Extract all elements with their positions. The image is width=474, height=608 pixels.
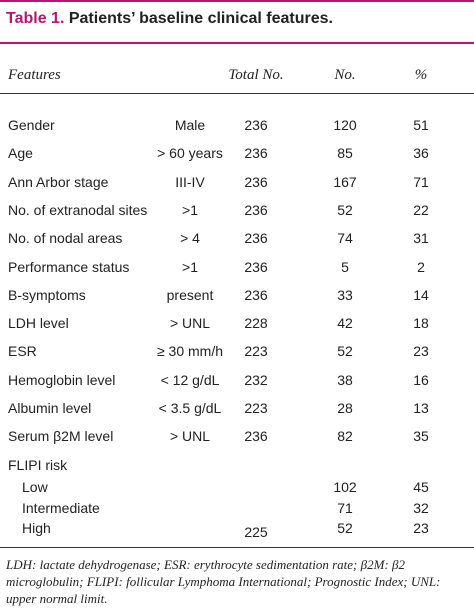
count: 120	[333, 117, 357, 133]
top-rule	[0, 0, 474, 2]
criterion: > UNL	[169, 428, 211, 445]
count: 52	[337, 519, 353, 536]
count: 74	[337, 230, 353, 247]
total-count: 223	[244, 400, 268, 416]
total-count: 236	[244, 230, 268, 247]
percent: 13	[413, 400, 429, 416]
criterion: Male	[174, 117, 206, 133]
feature: No. of extranodal sites	[8, 201, 148, 218]
feature: Hemoglobin level	[8, 371, 116, 388]
total-count: 236	[244, 117, 268, 133]
count: 52	[337, 201, 353, 218]
total-count: 236	[244, 145, 268, 162]
feature: FLIPI risk	[8, 456, 68, 473]
percent: 18	[413, 315, 429, 332]
column-header: %	[414, 67, 428, 83]
column-header: Total No.	[228, 67, 284, 83]
total-count: 225	[244, 523, 268, 540]
percent: 51	[413, 117, 429, 133]
bottom-rule	[0, 547, 474, 548]
header-rule	[0, 93, 474, 94]
percent: 16	[413, 371, 429, 388]
percent: 35	[413, 428, 429, 445]
sub-feature: Low	[22, 478, 48, 495]
criterion: < 3.5 g/dL	[158, 400, 222, 416]
column-header: Features	[8, 67, 61, 83]
count: 167	[333, 173, 357, 190]
percent: 45	[413, 478, 429, 495]
table-caption: Patients’ baseline clinical features.	[68, 10, 333, 27]
feature: Ann Arbor stage	[8, 173, 109, 190]
criterion: III-IV	[175, 173, 205, 190]
count: 102	[333, 478, 357, 495]
feature: Age	[8, 145, 33, 162]
feature: Albumin level	[8, 400, 92, 416]
count: 71	[337, 499, 353, 516]
total-count: 236	[244, 428, 268, 445]
total-count: 236	[244, 201, 268, 218]
total-count: 236	[244, 286, 268, 303]
percent: 23	[413, 343, 429, 360]
percent: 71	[413, 173, 429, 190]
percent: 23	[413, 519, 429, 536]
percent: 36	[413, 145, 429, 162]
total-count: 228	[244, 315, 268, 332]
criterion: ≥ 30 mm/h	[156, 343, 224, 360]
percent: 22	[413, 201, 429, 218]
total-count: 236	[244, 173, 268, 190]
percent: 31	[413, 230, 429, 247]
sub-feature: High	[22, 519, 51, 536]
count: 5	[341, 258, 349, 275]
total-count: 223	[244, 343, 268, 360]
feature: LDH level	[8, 315, 69, 332]
percent: 2	[417, 258, 425, 275]
feature: Serum β2M level	[8, 428, 114, 445]
table-title: Table 1. Patients’ baseline clinical fea…	[6, 10, 333, 28]
criterion: < 12 g/dL	[160, 371, 220, 388]
count: 38	[337, 371, 353, 388]
total-count: 232	[244, 371, 268, 388]
criterion: >1	[182, 258, 198, 275]
count: 28	[337, 400, 353, 416]
column-header: No.	[334, 67, 356, 83]
criterion: > UNL	[169, 315, 211, 332]
sub-feature: Intermediate	[22, 499, 100, 516]
criterion: present	[166, 286, 214, 303]
count: 42	[337, 315, 353, 332]
title-rule	[0, 42, 474, 44]
percent: 32	[413, 499, 429, 516]
feature: Gender	[8, 117, 55, 133]
criterion: > 60 years	[157, 145, 223, 162]
feature: ESR	[8, 343, 37, 360]
feature: No. of nodal areas	[8, 230, 123, 247]
count: 52	[337, 343, 353, 360]
footnote: LDH: lactate dehydrogenase; ESR: erythro…	[6, 557, 441, 606]
count: 82	[337, 428, 353, 445]
criterion: > 4	[180, 230, 200, 247]
feature: Performance status	[8, 258, 130, 275]
table-label: Table 1.	[6, 10, 65, 27]
criterion: >1	[182, 201, 198, 218]
total-count: 236	[244, 258, 268, 275]
count: 33	[337, 286, 353, 303]
feature: B-symptoms	[8, 286, 86, 303]
count: 85	[337, 145, 353, 162]
percent: 14	[413, 286, 429, 303]
